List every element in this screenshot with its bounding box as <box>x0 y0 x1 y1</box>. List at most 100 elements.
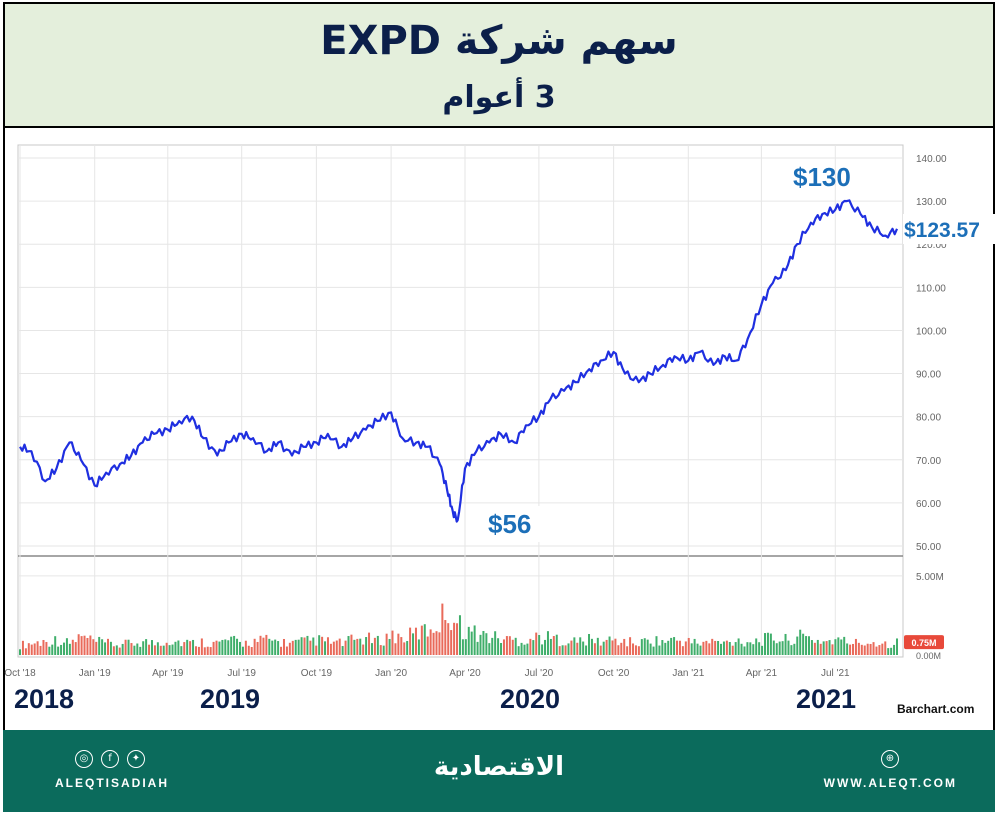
instagram-icon[interactable]: ◎ <box>75 750 93 768</box>
volume-bar <box>300 637 303 655</box>
volume-bar <box>541 644 544 655</box>
volume-bar <box>277 641 280 655</box>
volume-bar <box>288 642 291 655</box>
volume-bar <box>74 642 77 655</box>
globe-icon[interactable]: ⊕ <box>881 750 899 768</box>
volume-bar <box>485 633 488 655</box>
volume-bar <box>373 637 376 655</box>
volume-bar <box>482 630 485 655</box>
volume-bar <box>347 636 350 655</box>
volume-bar <box>271 640 274 655</box>
volume-bar <box>206 646 209 655</box>
y-tick-label: 90.00 <box>916 370 941 381</box>
volume-bar <box>708 643 711 655</box>
volume-bar <box>403 642 406 655</box>
volume-bar <box>388 638 391 655</box>
x-tick-label: Apr '21 <box>746 668 778 679</box>
volume-bar <box>805 636 808 655</box>
volume-bar <box>62 642 65 655</box>
volume-bar <box>532 640 535 655</box>
volume-bar <box>881 643 884 655</box>
volume-bar <box>766 632 769 655</box>
y-tick-label: 130.00 <box>916 197 947 208</box>
volume-bar <box>397 633 400 655</box>
volume-bar <box>887 648 890 655</box>
volume-bar <box>810 640 813 655</box>
facebook-icon[interactable]: f <box>101 750 119 768</box>
volume-bar <box>558 646 561 655</box>
volume-bar <box>778 641 781 655</box>
grid-lines <box>17 144 904 658</box>
volume-bar <box>508 636 511 655</box>
volume-bar <box>312 637 315 655</box>
volume-bar <box>743 646 746 655</box>
volume-bar <box>350 634 353 655</box>
year-label-2020: 2020 <box>500 684 561 714</box>
volume-bar <box>535 632 538 655</box>
y-tick-label: 70.00 <box>916 456 941 467</box>
volume-bar <box>414 627 417 655</box>
volume-bar <box>722 641 725 655</box>
brand-handle[interactable]: ALEQTISADIAH <box>55 776 169 790</box>
volume-bar <box>162 645 165 655</box>
volume-bar <box>517 646 520 655</box>
volume-bar <box>582 641 585 655</box>
volume-bar <box>772 640 775 655</box>
volume-bar <box>391 630 394 655</box>
volume-bar <box>42 639 45 655</box>
annotation-high: $130 <box>793 162 851 192</box>
volume-bar <box>605 639 608 655</box>
volume-bar <box>218 641 221 655</box>
chart-subtitle: 3 أعوام <box>442 80 556 115</box>
volume-bar <box>620 642 623 655</box>
volume-bar <box>192 639 195 655</box>
volume-bar <box>684 641 687 655</box>
volume-bar <box>599 645 602 655</box>
volume-bar <box>324 641 327 655</box>
twitter-icon[interactable]: ✦ <box>127 750 145 768</box>
volume-bar <box>24 648 27 655</box>
volume-bar <box>831 644 834 655</box>
volume-bar <box>268 638 271 655</box>
volume-bar <box>470 631 473 655</box>
x-tick-label: Jul '20 <box>525 668 554 679</box>
x-tick-label: Oct '19 <box>301 668 333 679</box>
volume-bar <box>623 638 626 655</box>
volume-bar <box>632 643 635 655</box>
annotation-bg <box>903 214 997 244</box>
volume-bar <box>588 633 591 655</box>
year-label-2018: 2018 <box>14 684 75 714</box>
volume-bar <box>840 639 843 655</box>
volume-bar <box>400 637 403 655</box>
volume-bar <box>341 646 344 655</box>
volume-bar <box>394 643 397 655</box>
volume-bar <box>775 643 778 655</box>
annotations: $130 $56 $123.57 <box>484 162 997 542</box>
volume-bar <box>353 639 356 655</box>
volume-bar <box>19 649 21 655</box>
volume-bar <box>142 641 145 655</box>
volume-bar <box>127 639 130 655</box>
volume-bar <box>837 637 840 655</box>
brand-website[interactable]: WWW.ALEQT.COM <box>823 776 957 790</box>
volume-bar <box>714 640 717 655</box>
year-label-2019: 2019 <box>200 684 261 714</box>
volume-current-label: 0.75M <box>911 638 936 648</box>
volume-bar <box>98 636 101 655</box>
volume-bar <box>57 646 60 655</box>
volume-bar <box>183 642 186 655</box>
volume-bar <box>39 645 42 655</box>
volume-bar <box>755 638 758 655</box>
volume-bar <box>749 642 752 655</box>
volume-bar <box>77 634 80 655</box>
volume-bar <box>250 647 253 655</box>
volume-bar <box>326 637 329 655</box>
volume-bar <box>526 643 529 655</box>
x-tick-label: Oct '20 <box>598 668 630 679</box>
volume-bar <box>453 622 456 655</box>
volume-bar <box>869 643 872 655</box>
volume-bar <box>520 642 523 655</box>
y-tick-label: 120.00 <box>916 240 947 251</box>
volume-bar <box>860 644 863 655</box>
volume-bar <box>564 645 567 655</box>
